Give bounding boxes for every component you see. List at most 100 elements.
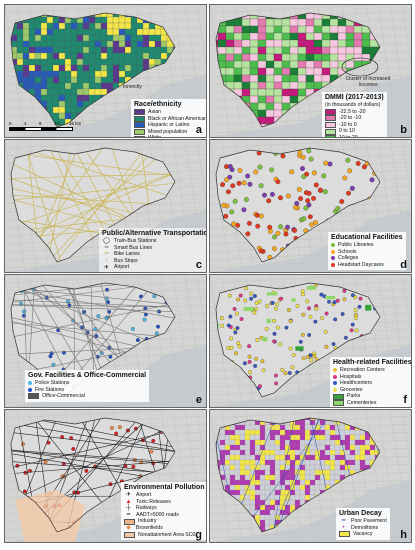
legend-swatch xyxy=(134,109,145,116)
legend-item: Groceries xyxy=(333,386,411,394)
legend-label: Industry xyxy=(138,518,157,525)
map-legend: Gov. Facilities & Office-Commercial Poli… xyxy=(25,370,150,402)
legend-item: White xyxy=(134,135,206,137)
legend-swatch xyxy=(333,393,344,400)
legend-label: Public Libraries xyxy=(338,242,374,248)
map-note: Innercity xyxy=(123,84,142,90)
legend-swatch xyxy=(28,393,39,400)
legend-item: -22.5 to -20 xyxy=(325,109,384,116)
legend-label: AADT>5000 roads xyxy=(136,511,179,518)
city-area xyxy=(216,283,380,397)
legend-items: Public Libraries Schools Colleges Headstart… xyxy=(331,242,403,268)
legend-label: Groceries xyxy=(340,386,363,393)
legend-item: Asian xyxy=(134,109,206,116)
legend-label: Hospitals xyxy=(340,373,362,380)
legend-symbol-icon: • xyxy=(342,524,345,531)
legend-item: Hospitals xyxy=(333,373,411,381)
legend-label: Office-Commercial xyxy=(42,393,85,400)
legend-item: Recreation Centers xyxy=(333,367,411,374)
legend-item: 0 to 10 xyxy=(325,128,384,135)
legend-swatch xyxy=(134,115,145,122)
legend-title: Environmental Pollution xyxy=(124,484,205,491)
legend-label: -20 to -10 xyxy=(339,115,362,122)
legend-item: Fire Stations xyxy=(28,387,146,394)
legend-swatch xyxy=(134,129,145,136)
legend-label: Demolitions xyxy=(351,524,379,531)
legend-label: Brownfields xyxy=(136,524,163,531)
legend-item: Police Stations xyxy=(28,380,146,387)
legend-label: Railways xyxy=(136,505,157,512)
legend-item: ━ Poor Pavement xyxy=(339,518,387,525)
legend-label: Black or African American xyxy=(148,115,207,122)
legend-swatch xyxy=(124,531,135,538)
legend-label: Parks xyxy=(347,393,361,400)
legend-label: Recreation Centers xyxy=(340,367,385,373)
legend-swatch xyxy=(134,122,145,129)
map-legend: Public/Alternative Transportation ◯ Train… xyxy=(99,228,206,272)
legend-symbol-icon: ◯ xyxy=(103,238,110,245)
panel-letter: g xyxy=(195,529,202,541)
map-panel-transportation: Public/Alternative Transportation ◯ Train… xyxy=(4,139,207,273)
legend-title: Race/ethnicity xyxy=(134,101,182,108)
legend-item: Healthcenters xyxy=(333,380,411,387)
legend-label: Fire Stations xyxy=(35,386,65,393)
legend-label: Vacancy xyxy=(353,531,373,538)
legend-label: Toxic Releases xyxy=(136,498,171,505)
legend-dot xyxy=(333,374,337,379)
panel-letter: e xyxy=(195,394,202,406)
legend-item: ✈ Airport xyxy=(102,264,206,271)
legend-label: Schools xyxy=(338,248,357,255)
legend-label: Hispanic or Latino xyxy=(148,122,190,129)
city-boundary xyxy=(215,417,381,533)
legend-item: ┼ Railways xyxy=(124,505,205,512)
legend-item: ▲ Toxic Releases xyxy=(124,499,205,506)
legend-dot xyxy=(28,381,32,386)
legend-title: Gov. Facilities & Office-Commercial xyxy=(28,372,147,379)
legend-item: -10 to 0 xyxy=(325,122,384,129)
scale-bar: 0 4 8 12 16 km xyxy=(9,121,89,131)
legend-label: Poor Pavement xyxy=(351,518,387,524)
nonattainment-area xyxy=(15,490,85,542)
legend-item: · Bus Stops xyxy=(102,257,206,265)
legend-label: Bike Lanes xyxy=(114,251,140,258)
panel-letter: b xyxy=(400,124,407,136)
legend-symbol-icon: ◆ xyxy=(126,525,131,532)
map-panel-health: Health-related Facilities Recreation Cen… xyxy=(209,274,412,408)
city-boundary xyxy=(10,417,176,533)
legend-title: Urban Decay xyxy=(339,510,382,517)
legend-items: ━ Poor Pavement • Demolitions Vacancy xyxy=(339,518,387,538)
legend-label: Colleges xyxy=(338,255,359,262)
map-legend: Educational Facilities Public Libraries S… xyxy=(328,232,406,271)
legend-items: Recreation Centers Hospitals Healthcenters… xyxy=(333,367,411,407)
cluster-outline xyxy=(341,57,379,77)
legend-label: Headstart Daycares xyxy=(338,261,384,268)
legend-label: Bus Stops xyxy=(114,257,138,264)
legend-item: ━ Bike Lanes xyxy=(102,251,206,258)
legend-label: Healthcenters xyxy=(340,380,373,387)
panel-letter: f xyxy=(403,394,407,406)
legend-item: Industry xyxy=(124,518,205,525)
map-panel-income-change: Cluster of Increased Incomes DMMI (2017-… xyxy=(209,4,412,138)
legend-title: DMMI (2017-2013) xyxy=(325,94,384,101)
legend-title: Health-related Facilities xyxy=(333,359,412,366)
legend-swatch xyxy=(325,108,336,115)
legend-swatch xyxy=(333,400,344,407)
legend-subtitle: (in thousands of dollars) xyxy=(325,102,381,108)
legend-symbol-icon: ✈ xyxy=(125,492,132,499)
legend-item: Office-Commercial xyxy=(28,393,146,400)
map-panel-environmental: Environmental Pollution ✈ Airport ▲ Toxic R… xyxy=(4,409,207,543)
legend-symbol-icon: ┼ xyxy=(126,505,131,512)
legend-dot xyxy=(331,256,335,261)
legend-symbol-icon: ━ xyxy=(341,518,346,525)
city-boundary xyxy=(215,282,381,398)
legend-dot xyxy=(333,388,337,393)
panel-letter: a xyxy=(195,124,202,136)
legend-item: Vacancy xyxy=(339,531,387,538)
city-boundary xyxy=(215,147,381,263)
legend-swatch xyxy=(339,531,350,538)
legend-symbol-icon: ━ xyxy=(104,244,109,251)
legend-item: Headstart Daycares xyxy=(331,262,403,269)
city-boundary xyxy=(10,282,176,398)
legend-label: Mixed population xyxy=(148,128,188,135)
legend-label: Smart Bus Lines xyxy=(114,244,153,251)
